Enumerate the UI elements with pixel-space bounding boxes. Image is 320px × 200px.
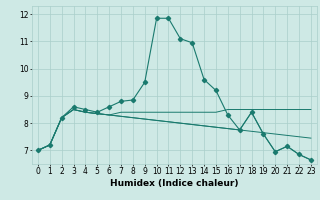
X-axis label: Humidex (Indice chaleur): Humidex (Indice chaleur) <box>110 179 239 188</box>
